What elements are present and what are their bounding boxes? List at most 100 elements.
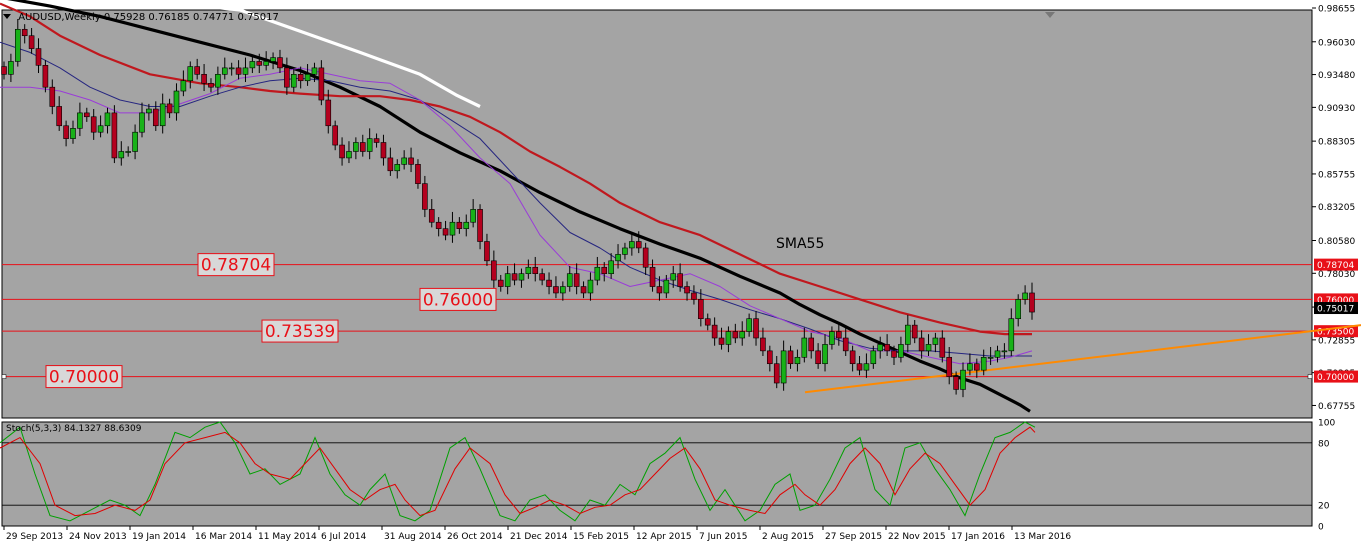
- level-anchor-handle[interactable]: [1307, 374, 1313, 379]
- candle-body[interactable]: [325, 99, 332, 127]
- candle-body[interactable]: [560, 286, 566, 294]
- candle-body[interactable]: [263, 61, 269, 66]
- candle-body[interactable]: [711, 324, 718, 339]
- candle-body[interactable]: [663, 279, 670, 294]
- candle-body[interactable]: [746, 318, 752, 332]
- candle-body[interactable]: [649, 266, 656, 287]
- candle-body[interactable]: [394, 164, 401, 172]
- candle-body[interactable]: [56, 106, 62, 127]
- candle-body[interactable]: [842, 337, 849, 352]
- candle-body[interactable]: [14, 28, 21, 62]
- candle-body[interactable]: [525, 266, 532, 274]
- candle-body[interactable]: [587, 279, 594, 294]
- candle-body[interactable]: [256, 61, 263, 66]
- level-box[interactable]: [261, 319, 339, 343]
- candle-body[interactable]: [484, 241, 490, 262]
- candle-body[interactable]: [491, 260, 497, 281]
- candle-body[interactable]: [918, 337, 925, 352]
- candle-body[interactable]: [125, 151, 131, 153]
- candle-body[interactable]: [877, 344, 884, 352]
- candle-body[interactable]: [228, 67, 235, 70]
- candle-body[interactable]: [1022, 292, 1028, 300]
- candle-body[interactable]: [622, 247, 628, 255]
- scroll-marker-icon[interactable]: [1045, 12, 1055, 18]
- candle-body[interactable]: [111, 112, 118, 159]
- candle-body[interactable]: [28, 35, 35, 49]
- candle-body[interactable]: [532, 266, 539, 274]
- candle-body[interactable]: [1, 66, 7, 75]
- candle-body[interactable]: [1001, 350, 1008, 353]
- candle-body[interactable]: [601, 266, 608, 274]
- candle-body[interactable]: [546, 279, 552, 287]
- candle-body[interactable]: [290, 74, 297, 88]
- candle-body[interactable]: [511, 273, 518, 281]
- candle-body[interactable]: [221, 67, 228, 75]
- candle-body[interactable]: [753, 318, 759, 339]
- candle-body[interactable]: [366, 138, 373, 152]
- candle-body[interactable]: [83, 112, 90, 118]
- candle-body[interactable]: [760, 337, 766, 352]
- candle-body[interactable]: [946, 356, 953, 377]
- stoch-plot-area[interactable]: [1, 421, 1313, 527]
- candle-body[interactable]: [822, 344, 828, 365]
- candle-body[interactable]: [415, 164, 421, 184]
- candle-body[interactable]: [339, 144, 345, 159]
- candle-body[interactable]: [49, 86, 56, 107]
- candle-body[interactable]: [905, 324, 911, 345]
- candle-body[interactable]: [242, 67, 249, 75]
- candle-body[interactable]: [504, 273, 511, 287]
- candle-body[interactable]: [208, 83, 214, 88]
- candle-body[interactable]: [539, 273, 545, 281]
- candle-body[interactable]: [808, 337, 815, 352]
- candle-body[interactable]: [353, 142, 359, 152]
- candle-body[interactable]: [974, 363, 980, 371]
- candle-body[interactable]: [732, 331, 739, 339]
- candle-body[interactable]: [953, 376, 959, 390]
- candle-body[interactable]: [201, 74, 207, 84]
- candle-body[interactable]: [456, 221, 463, 229]
- candle-body[interactable]: [159, 103, 166, 127]
- candle-body[interactable]: [470, 209, 476, 223]
- level-box[interactable]: [45, 365, 123, 389]
- candle-body[interactable]: [925, 344, 932, 352]
- candle-body[interactable]: [346, 151, 352, 159]
- candle-body[interactable]: [277, 57, 283, 69]
- candle-body[interactable]: [594, 266, 601, 281]
- candle-body[interactable]: [863, 363, 870, 371]
- candle-body[interactable]: [767, 350, 773, 365]
- candle-body[interactable]: [801, 337, 808, 358]
- candle-body[interactable]: [725, 331, 732, 345]
- candle-body[interactable]: [428, 209, 435, 223]
- candle-body[interactable]: [870, 350, 877, 365]
- candle-body[interactable]: [967, 363, 973, 371]
- candle-body[interactable]: [249, 61, 256, 69]
- collapse-triangle-icon[interactable]: [3, 14, 11, 19]
- candle-body[interactable]: [497, 279, 504, 287]
- candle-body[interactable]: [773, 363, 780, 384]
- candle-body[interactable]: [215, 74, 221, 88]
- candle-body[interactable]: [77, 112, 83, 129]
- candle-body[interactable]: [442, 228, 449, 236]
- candle-body[interactable]: [629, 241, 635, 249]
- candle-body[interactable]: [194, 66, 200, 75]
- candle-body[interactable]: [980, 356, 987, 371]
- candle-body[interactable]: [63, 125, 69, 139]
- candle-body[interactable]: [297, 74, 304, 82]
- candle-body[interactable]: [70, 128, 76, 139]
- candle-body[interactable]: [670, 273, 677, 281]
- candle-body[interactable]: [166, 103, 173, 114]
- candle-body[interactable]: [435, 221, 442, 229]
- candle-body[interactable]: [739, 331, 746, 339]
- candle-body[interactable]: [780, 350, 787, 384]
- candle-body[interactable]: [642, 247, 649, 268]
- candle-body[interactable]: [304, 74, 311, 82]
- candle-body[interactable]: [836, 331, 842, 339]
- candle-body[interactable]: [635, 241, 642, 249]
- candle-body[interactable]: [97, 125, 104, 133]
- candle-body[interactable]: [656, 286, 663, 294]
- candle-body[interactable]: [1015, 299, 1022, 320]
- candle-body[interactable]: [684, 286, 690, 294]
- level-box[interactable]: [419, 287, 497, 311]
- candle-body[interactable]: [152, 108, 159, 127]
- candle-body[interactable]: [380, 142, 387, 159]
